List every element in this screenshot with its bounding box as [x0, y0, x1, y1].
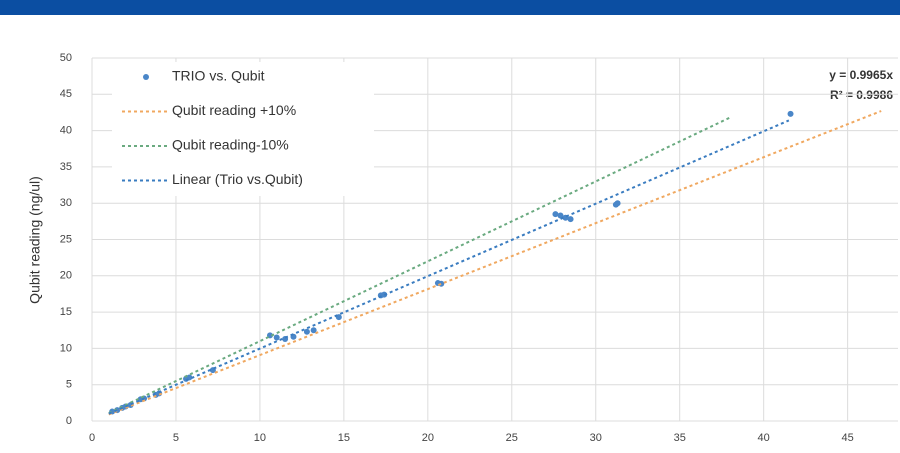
data-point — [303, 328, 310, 335]
y-tick-label: 10 — [60, 342, 72, 354]
annotation: R² = 0.9986 — [830, 88, 893, 102]
annotation: y = 0.9965x — [829, 68, 893, 82]
x-tick-label: 5 — [173, 432, 179, 444]
y-tick-label: 45 — [60, 88, 72, 100]
x-tick-label: 25 — [506, 432, 518, 444]
data-point — [273, 334, 280, 341]
header-band — [0, 0, 900, 15]
y-tick-label: 35 — [60, 161, 72, 173]
legend-box — [112, 62, 374, 196]
y-tick-label: 15 — [60, 306, 72, 318]
grid — [91, 57, 898, 422]
trend-line — [108, 110, 882, 416]
x-tick-label: 45 — [842, 432, 854, 444]
data-point — [787, 110, 794, 117]
x-tick-label: 0 — [89, 432, 95, 444]
data-point — [614, 200, 621, 207]
y-tick-label: 40 — [60, 125, 72, 137]
x-tick-label: 15 — [338, 432, 350, 444]
y-tick-label: 25 — [60, 233, 72, 245]
x-tick-label: 40 — [758, 432, 770, 444]
x-tick-label: 30 — [590, 432, 602, 444]
y-tick-label: 0 — [66, 415, 72, 427]
legend-marker — [143, 74, 149, 80]
x-tick-label: 20 — [422, 432, 434, 444]
legend-label: Linear (Trio vs.Qubit) — [172, 171, 303, 187]
x-tick-label: 35 — [674, 432, 686, 444]
y-tick-label: 20 — [60, 270, 72, 282]
legend-label: Qubit reading +10% — [172, 102, 296, 118]
y-axis-title: Qubit reading (ng/ul) — [27, 176, 43, 304]
legend-label: TRIO vs. Qubit — [172, 68, 265, 84]
x-tick-label: 10 — [254, 432, 266, 444]
y-tick-label: 30 — [60, 197, 72, 209]
legend-label: Qubit reading-10% — [172, 137, 289, 153]
data-point — [310, 327, 317, 334]
legend: TRIO vs. Qubit Qubit reading +10% Qubit re… — [112, 62, 374, 196]
y-tick-label: 5 — [66, 379, 72, 391]
data-point — [552, 211, 559, 218]
data-point — [567, 216, 574, 223]
y-tick-label: 50 — [60, 52, 72, 64]
data-point — [557, 212, 564, 219]
trend-line — [108, 116, 731, 414]
